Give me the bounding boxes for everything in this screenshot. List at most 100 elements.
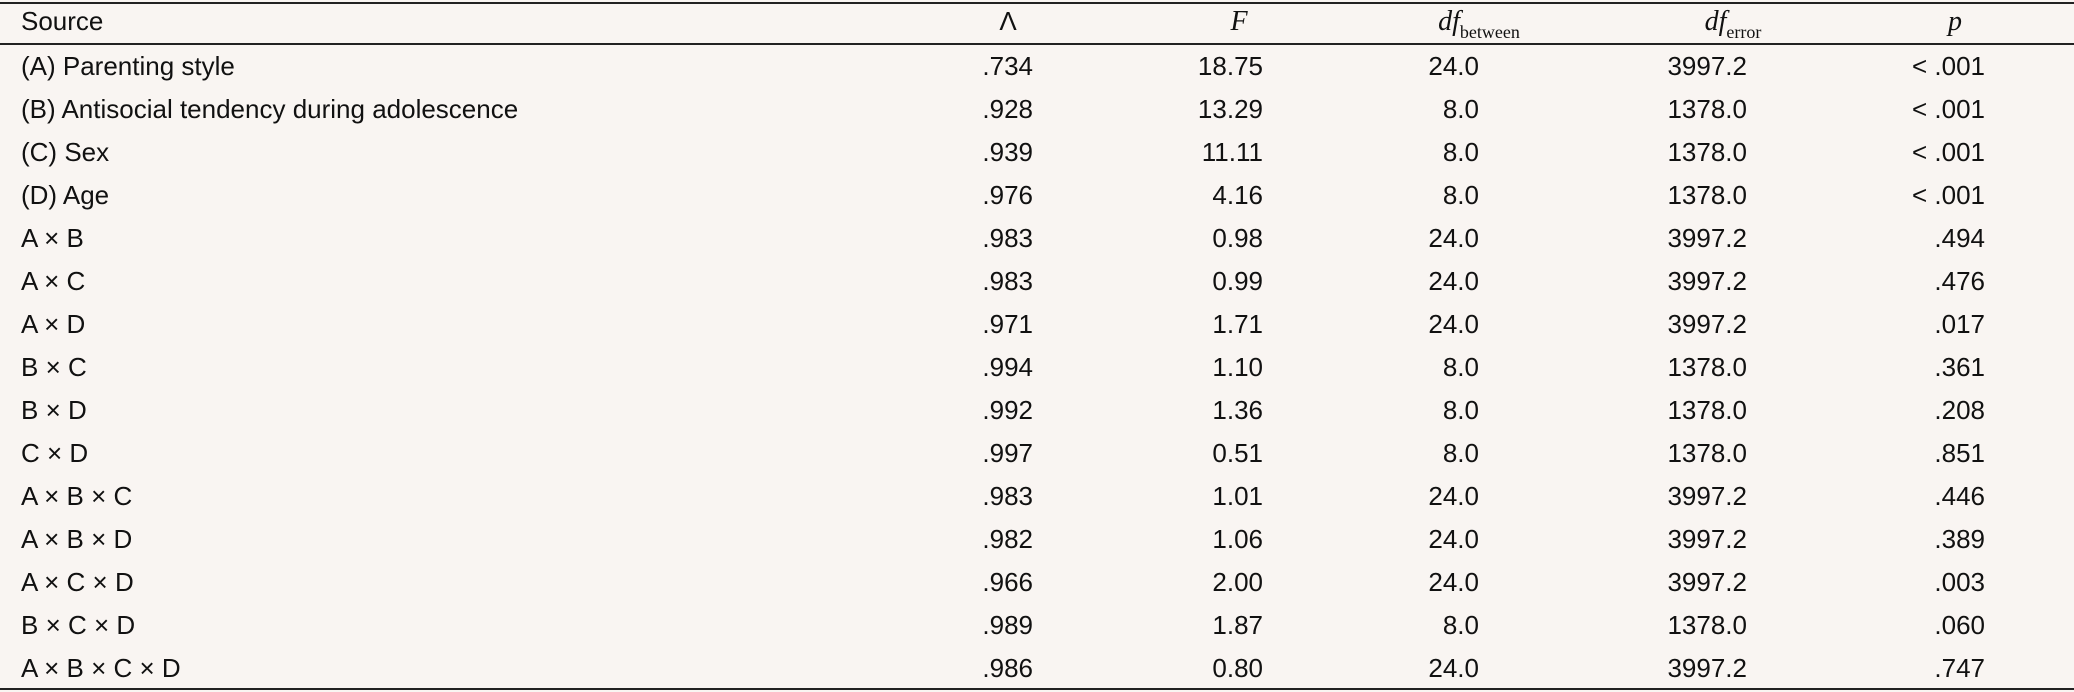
cell-value: .989: [982, 610, 1033, 640]
header-cell: F: [1230, 0, 1247, 43]
row-label: B × C × D: [21, 610, 136, 640]
cell-value: 8.0: [1442, 94, 1479, 124]
cell-value: .361: [1934, 352, 1985, 382]
cell-value: .747: [1934, 653, 1985, 683]
header-text: df: [1704, 6, 1727, 37]
cell-value: < .001: [1911, 180, 1985, 210]
cell-value: .476: [1934, 266, 1985, 296]
row-label: C × D: [21, 438, 89, 468]
cell-value: 8.0: [1442, 352, 1479, 382]
cell-value: 1378.0: [1667, 180, 1747, 210]
header-rule: [0, 43, 2074, 45]
header-cell: Source: [21, 0, 103, 43]
cell-value: 24.0: [1428, 266, 1479, 296]
cell-value: < .001: [1911, 137, 1985, 167]
cell-value: 24.0: [1428, 481, 1479, 511]
cell-value: .966: [982, 567, 1033, 597]
cell-value: 1378.0: [1667, 137, 1747, 167]
cell-value: 8.0: [1442, 610, 1479, 640]
cell-value: 3997.2: [1667, 266, 1747, 296]
cell-value: .997: [982, 438, 1033, 468]
row-label: B × D: [21, 395, 87, 425]
cell-value: 8.0: [1442, 137, 1479, 167]
cell-value: 8.0: [1442, 395, 1479, 425]
cell-value: .939: [982, 137, 1033, 167]
header-cell: p: [1948, 0, 1962, 43]
cell-value: 1.71: [1212, 309, 1263, 339]
cell-value: .971: [982, 309, 1033, 339]
cell-value: 24.0: [1428, 51, 1479, 81]
cell-value: .928: [982, 94, 1033, 124]
cell-value: 0.98: [1212, 223, 1263, 253]
cell-value: 1378.0: [1667, 94, 1747, 124]
cell-value: 1.01: [1212, 481, 1263, 511]
cell-value: 3997.2: [1667, 481, 1747, 511]
row-label: A × D: [21, 309, 86, 339]
header-subscript: between: [1459, 22, 1520, 42]
cell-value: 4.16: [1212, 180, 1263, 210]
header-text: Λ: [999, 6, 1017, 36]
header-text: F: [1230, 6, 1248, 37]
cell-value: .389: [1934, 524, 1985, 554]
row-label: B × C: [21, 352, 87, 382]
cell-value: 1378.0: [1667, 352, 1747, 382]
cell-value: 3997.2: [1667, 51, 1747, 81]
cell-value: 8.0: [1442, 438, 1479, 468]
cell-value: 1.06: [1212, 524, 1263, 554]
row-label: A × C × D: [21, 567, 134, 597]
cell-value: .982: [982, 524, 1033, 554]
cell-value: .983: [982, 223, 1033, 253]
cell-value: .208: [1934, 395, 1985, 425]
header-text: Source: [21, 6, 104, 36]
header-text: df: [1438, 6, 1460, 37]
cell-value: 24.0: [1428, 524, 1479, 554]
row-label: A × C: [21, 266, 86, 296]
cell-value: .983: [982, 266, 1033, 296]
cell-value: 8.0: [1442, 180, 1479, 210]
row-label: (B) Antisocial tendency during adolescen…: [21, 94, 519, 124]
cell-value: .983: [982, 481, 1033, 511]
cell-value: .446: [1934, 481, 1985, 511]
cell-value: 0.99: [1212, 266, 1263, 296]
row-label: (A) Parenting style: [21, 51, 235, 81]
cell-value: 1.10: [1212, 352, 1263, 382]
bottom-rule: [0, 688, 2074, 690]
header-text: p: [1948, 6, 1962, 37]
row-label: A × B × D: [21, 524, 133, 554]
cell-value: 11.11: [1201, 137, 1263, 167]
row-label: A × B: [21, 223, 84, 253]
cell-value: 3997.2: [1667, 309, 1747, 339]
cell-value: .003: [1934, 567, 1985, 597]
cell-value: 24.0: [1428, 223, 1479, 253]
cell-value: 1378.0: [1667, 438, 1747, 468]
cell-value: .992: [982, 395, 1033, 425]
cell-value: .994: [982, 352, 1033, 382]
cell-value: 1.36: [1212, 395, 1263, 425]
cell-value: 13.29: [1197, 94, 1263, 124]
cell-value: 2.00: [1212, 567, 1263, 597]
cell-value: 18.75: [1197, 51, 1263, 81]
cell-value: .734: [982, 51, 1033, 81]
row-label: A × B × C × D: [21, 653, 181, 683]
cell-value: .017: [1934, 309, 1985, 339]
cell-value: 0.51: [1212, 438, 1263, 468]
header-cell: dferror: [1705, 0, 1762, 43]
cell-value: 3997.2: [1667, 223, 1747, 253]
cell-value: < .001: [1911, 94, 1985, 124]
cell-value: 1378.0: [1667, 395, 1747, 425]
cell-value: .060: [1934, 610, 1985, 640]
cell-value: 0.80: [1212, 653, 1263, 683]
cell-value: 1378.0: [1667, 610, 1747, 640]
cell-value: 24.0: [1428, 567, 1479, 597]
cell-value: 24.0: [1428, 309, 1479, 339]
row-label: A × B × C: [21, 481, 133, 511]
cell-value: .986: [982, 653, 1033, 683]
cell-value: 3997.2: [1667, 653, 1747, 683]
cell-value: < .001: [1911, 51, 1985, 81]
cell-value: 1.87: [1212, 610, 1263, 640]
header-cell: Λ: [999, 0, 1016, 43]
header-subscript: error: [1726, 22, 1762, 42]
header-cell: dfbetween: [1438, 0, 1520, 43]
cell-value: 3997.2: [1667, 567, 1747, 597]
